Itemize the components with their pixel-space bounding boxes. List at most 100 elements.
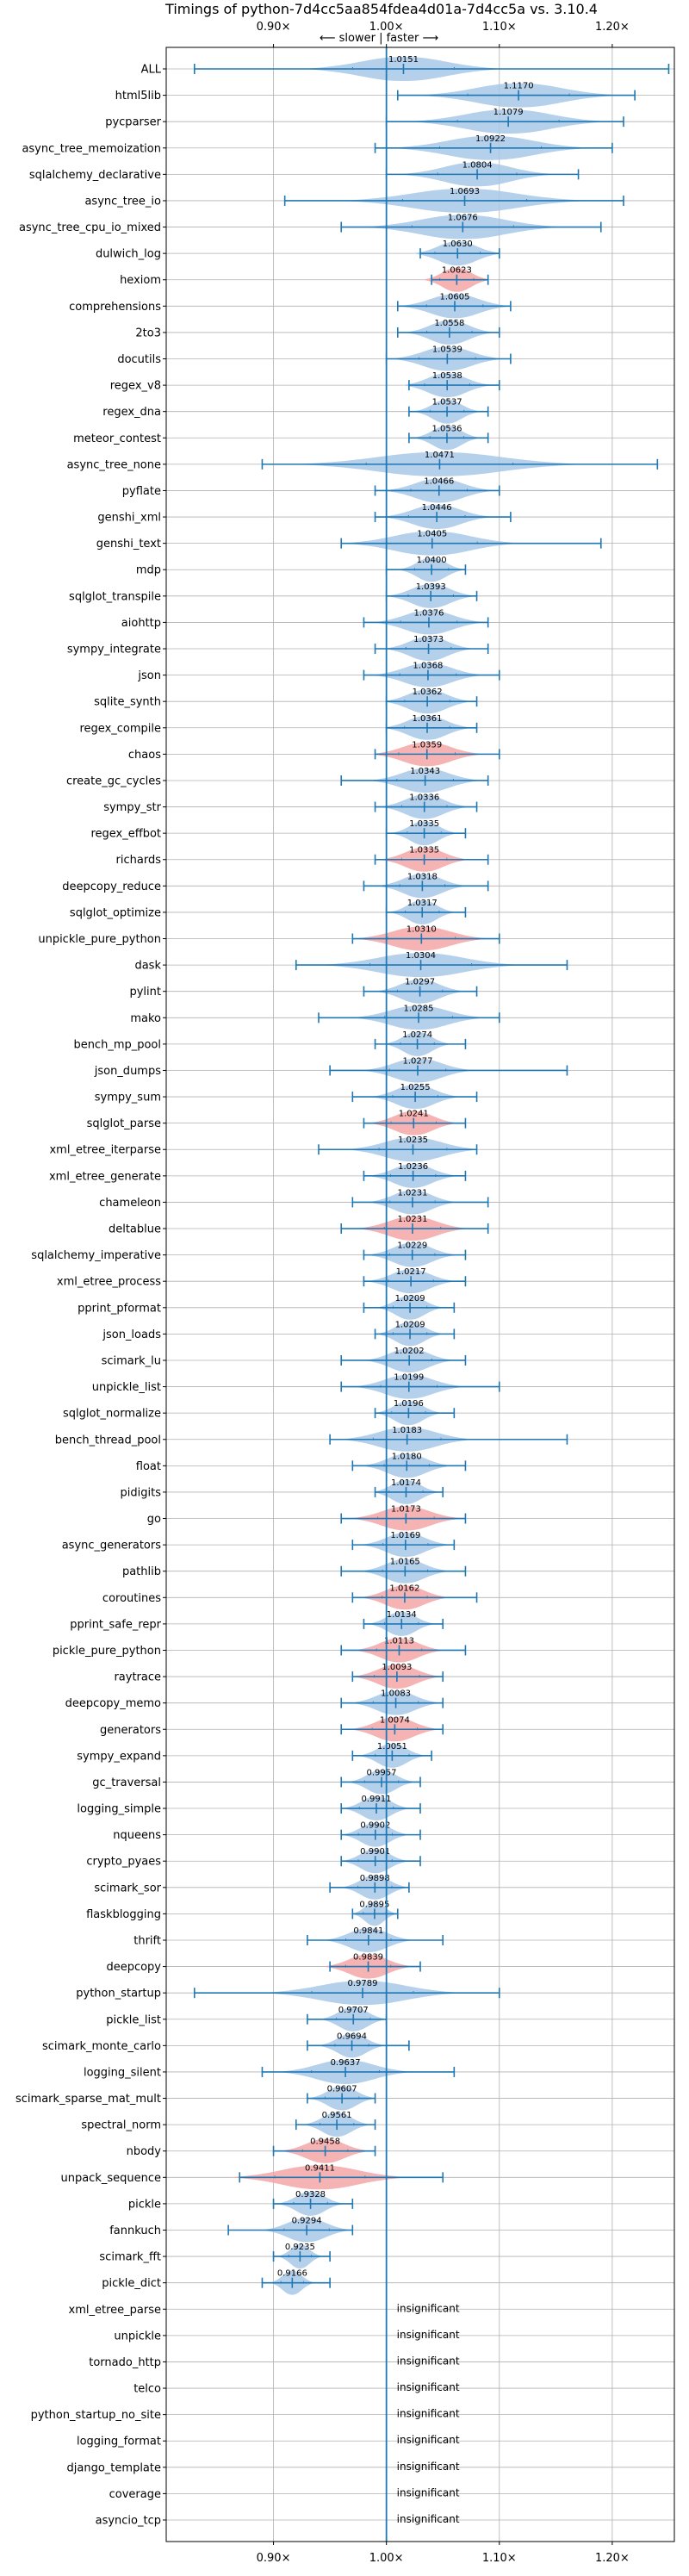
benchmark-name: chaos (128, 749, 161, 762)
benchmark-name: pickle (128, 2198, 161, 2211)
x-tick-label-top: 0.90× (257, 21, 291, 34)
chart-title: Timings of python-7d4cc5aa854fdea4d01a-7… (164, 1, 598, 17)
benchmark-name: genshi_xml (97, 512, 161, 525)
insignificant-label: insignificant (397, 2355, 460, 2367)
benchmark-name: html5lib (115, 90, 161, 103)
benchmark-name: nqueens (113, 1829, 161, 1842)
value-label: 1.0336 (409, 793, 439, 803)
value-label: 0.9294 (292, 2216, 322, 2225)
benchmark-name: async_tree_memoization (22, 142, 161, 155)
value-label: 1.0183 (392, 1426, 422, 1435)
value-label: 1.0274 (402, 1030, 432, 1040)
benchmark-name: hexiom (120, 274, 161, 287)
benchmark-name: sqlalchemy_declarative (29, 169, 161, 182)
value-label: 1.0277 (402, 1056, 432, 1066)
benchmark-name: python_startup_no_site (31, 2409, 161, 2422)
value-label: 0.9637 (331, 2058, 361, 2068)
benchmark-name: sympy_str (103, 801, 161, 814)
benchmark-name: bench_thread_pool (55, 1434, 161, 1447)
value-label: 1.0605 (439, 292, 469, 302)
benchmark-name: crypto_pyaes (86, 1856, 161, 1869)
value-label: 1.0317 (407, 899, 438, 908)
insignificant-label: insignificant (397, 2381, 460, 2393)
value-label: 1.0335 (409, 846, 439, 856)
benchmark-name: thrift (133, 1934, 161, 1947)
benchmark-name: float (136, 1460, 161, 1473)
benchmark-name: unpickle (114, 2330, 161, 2343)
value-label: 0.9411 (305, 2163, 335, 2173)
value-label: 1.0241 (399, 1110, 429, 1119)
x-tick-label-top: 1.00× (369, 21, 404, 34)
benchmark-name: unpickle_pure_python (38, 933, 161, 946)
value-label: 1.0255 (400, 1083, 431, 1092)
value-label: 0.9694 (337, 2032, 367, 2041)
value-label: 1.0446 (422, 503, 452, 513)
value-label: 1.0297 (405, 978, 435, 987)
benchmark-name: sympy_integrate (67, 644, 161, 656)
benchmark-name: pickle_dict (102, 2277, 161, 2290)
benchmark-name: xml_etree_process (57, 1276, 161, 1289)
value-label: 1.0093 (382, 1663, 412, 1672)
benchmark-name: aiohttp (121, 617, 161, 630)
benchmark-name: scimark_monte_carlo (42, 2040, 161, 2053)
value-label: 1.0362 (413, 688, 443, 697)
benchmark-name: logging_silent (84, 2066, 161, 2079)
benchmark-name: pickle_pure_python (53, 1645, 161, 1658)
benchmark-name: regex_compile (79, 722, 161, 735)
value-label: 0.9328 (295, 2190, 326, 2200)
value-label: 1.0539 (432, 345, 462, 355)
benchmark-name: asyncio_tcp (96, 2515, 161, 2528)
benchmark-name: sqlglot_normalize (63, 1408, 161, 1421)
value-label: 1.0165 (390, 1558, 420, 1567)
benchmark-name: sqlglot_parse (87, 1117, 161, 1130)
benchmark-name: docutils (117, 353, 161, 366)
value-label: 1.0466 (424, 476, 454, 486)
benchmark-name: mako (130, 1012, 161, 1025)
value-label: 0.9789 (348, 1979, 378, 1988)
x-tick-label-bottom: 1.00× (369, 2552, 404, 2565)
benchmark-name: sqlite_synth (94, 696, 161, 709)
benchmark-name: pidigits (121, 1486, 162, 1499)
benchmark-name: create_gc_cycles (66, 775, 161, 787)
benchmark-name: scimark_lu (102, 1354, 161, 1367)
value-label: 1.0393 (416, 582, 446, 592)
value-label: 0.9839 (353, 1953, 383, 1963)
benchmark-name: scimark_sparse_mat_mult (16, 2093, 161, 2106)
value-label: 1.0538 (432, 371, 462, 381)
value-label: 1.0558 (434, 319, 464, 328)
benchmark-name: coverage (109, 2488, 161, 2501)
plot-frame (165, 47, 675, 2542)
benchmark-name: sqlglot_optimize (70, 906, 161, 919)
benchmark-name: coroutines (102, 1592, 161, 1605)
value-label: 1.0196 (394, 1399, 424, 1409)
benchmark-name: ALL (141, 64, 162, 77)
benchmark-name: bench_mp_pool (73, 1038, 161, 1051)
benchmark-name: 2to3 (135, 327, 161, 339)
value-label: 1.0217 (396, 1267, 426, 1277)
value-label: 1.0236 (398, 1162, 428, 1172)
insignificant-label: insignificant (397, 2434, 460, 2446)
value-label: 1.0373 (413, 635, 444, 644)
value-label: 1.0376 (413, 608, 444, 618)
benchmark-name: meteor_contest (73, 432, 161, 445)
value-label: 0.9166 (277, 2269, 307, 2279)
value-label: 1.0151 (388, 55, 419, 65)
value-label: 1.0537 (432, 398, 462, 408)
value-label: 0.9901 (360, 1847, 390, 1857)
benchmark-rows: ALL 1.0151 html5lib 1.1170 pycparser 1.1079 as… (16, 55, 670, 2528)
value-label: 1.0359 (412, 740, 442, 750)
value-label: 1.0285 (404, 1004, 434, 1013)
benchmark-name: deltablue (109, 1223, 161, 1236)
value-label: 1.0209 (395, 1294, 425, 1304)
direction-hint: ⟵ slower | faster ⟶ (320, 32, 438, 45)
insignificant-label: insignificant (397, 2408, 460, 2420)
value-label: 0.9902 (360, 1821, 390, 1831)
x-tick-label-bottom: 1.20× (595, 2552, 630, 2565)
value-label: 1.0113 (384, 1636, 414, 1646)
benchmark-name: pylint (129, 986, 161, 999)
benchmark-name: fannkuch (109, 2224, 161, 2237)
value-label: 1.0361 (412, 714, 442, 724)
benchmark-name: pprint_pformat (78, 1302, 161, 1315)
benchmark-name: xml_etree_generate (49, 1170, 161, 1183)
value-label: 0.9898 (360, 1874, 390, 1883)
